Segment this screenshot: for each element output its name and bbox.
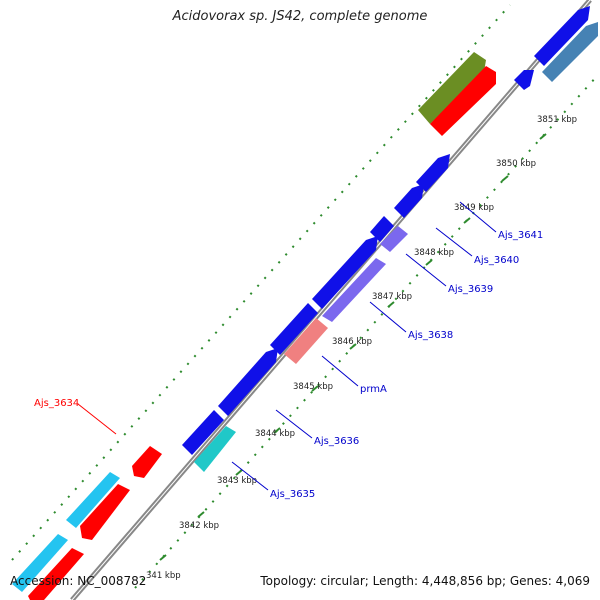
gene-arrow[interactable] <box>416 154 450 192</box>
tick-row-outer <box>11 4 511 561</box>
map-title: Acidovorax sp. JS42, complete genome <box>172 9 428 24</box>
kbp-label: 3844 kbp <box>255 429 295 439</box>
gene-arrow-red[interactable] <box>28 548 84 600</box>
gene-label[interactable]: Ajs_3636 <box>314 436 359 447</box>
gene-arrow[interactable] <box>270 303 318 355</box>
kbp-label: 3842 kbp <box>179 521 219 531</box>
kbp-label: 3847 kbp <box>372 292 412 302</box>
gene-label[interactable]: prmA <box>360 384 387 395</box>
tick-row-inner <box>134 74 599 589</box>
gene-arrow[interactable] <box>182 410 224 455</box>
gene-label[interactable]: Ajs_3640 <box>474 255 519 266</box>
gene-label[interactable]: Ajs_3638 <box>408 330 453 341</box>
kbp-label: 3850 kbp <box>496 159 536 169</box>
gene-label[interactable]: Ajs_3641 <box>498 230 543 241</box>
gene-arrow[interactable] <box>218 348 278 416</box>
gene-arrow-red[interactable] <box>80 484 130 540</box>
kbp-label: 3843 kbp <box>217 476 257 486</box>
kbp-label: 3845 kbp <box>293 382 333 392</box>
gene-arrow[interactable] <box>514 70 534 90</box>
gene-labels: Ajs_3634 Ajs_3635 Ajs_3636 prmA Ajs_3638… <box>34 230 543 500</box>
topology-text: Topology: circular; Length: 4,448,856 bp… <box>260 574 590 588</box>
gene-arrow[interactable] <box>312 236 378 309</box>
gene-arrow-teal[interactable] <box>194 426 236 472</box>
kbp-label: 3849 kbp <box>454 203 494 213</box>
gene-arrow-cyan[interactable] <box>12 534 68 592</box>
gene-arrow[interactable] <box>370 216 394 242</box>
gene-label[interactable]: Ajs_3634 <box>34 398 79 409</box>
gene-arrow-red[interactable] <box>430 66 496 136</box>
kbp-label: 341 kbp <box>146 571 181 581</box>
gene-arrow-purple[interactable] <box>380 226 408 252</box>
gene-arrow-salmon[interactable] <box>284 318 328 364</box>
forward-cds-track <box>182 6 590 455</box>
gene-label-lines <box>77 201 497 491</box>
gene-arrow-red[interactable] <box>132 446 162 478</box>
gene-label[interactable]: Ajs_3639 <box>448 284 493 295</box>
gene-label[interactable]: Ajs_3635 <box>270 489 315 500</box>
major-ticks <box>159 133 547 561</box>
kbp-labels: 341 kbp 3842 kbp 3843 kbp 3844 kbp 3845 … <box>146 115 577 581</box>
kbp-label: 3846 kbp <box>332 337 372 347</box>
reverse-cds-track <box>12 52 496 600</box>
gene-arrow-purple[interactable] <box>322 258 386 322</box>
gene-arrow[interactable] <box>394 184 424 218</box>
kbp-label: 3851 kbp <box>537 115 577 125</box>
kbp-label: 3848 kbp <box>414 248 454 258</box>
gene-arrow-cyan[interactable] <box>66 472 120 528</box>
gene-arrow-olive[interactable] <box>418 52 486 124</box>
gene-arrow-steelblue[interactable] <box>542 22 598 82</box>
accession-text: Accession: NC_008782 <box>10 574 147 588</box>
gene-arrow[interactable] <box>534 6 590 66</box>
